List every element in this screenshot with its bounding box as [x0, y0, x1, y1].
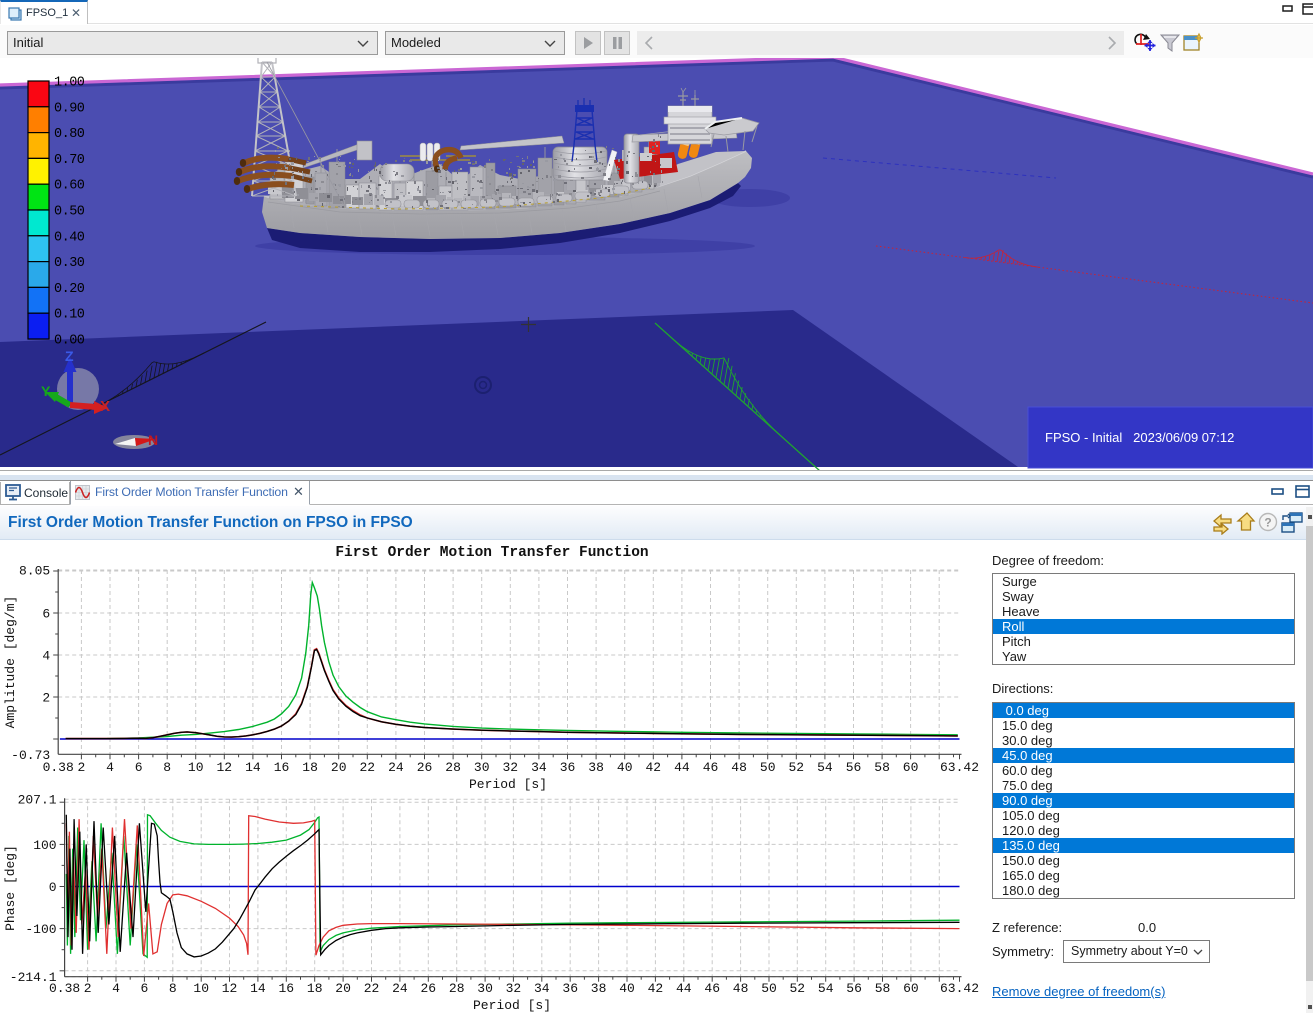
svg-text:0.80: 0.80	[54, 127, 85, 142]
svg-text:?: ?	[1264, 516, 1271, 530]
svg-text:0.40: 0.40	[54, 230, 85, 245]
svg-text:42: 42	[648, 981, 664, 996]
svg-text:2: 2	[42, 691, 50, 706]
svg-text:32: 32	[502, 760, 518, 775]
svg-text:36: 36	[560, 760, 576, 775]
svg-text:6: 6	[140, 981, 148, 996]
svg-text:24: 24	[392, 981, 408, 996]
svg-text:42: 42	[645, 760, 661, 775]
svg-text:0.38: 0.38	[49, 981, 80, 996]
svg-text:0.60: 0.60	[54, 179, 85, 194]
svg-text:60: 60	[903, 760, 919, 775]
svg-text:2: 2	[84, 981, 92, 996]
svg-text:52: 52	[789, 981, 805, 996]
svg-text:56: 56	[846, 760, 862, 775]
svg-text:Z: Z	[65, 348, 74, 364]
svg-text:FPSO - Initial 2023/06/09 07: FPSO - Initial 2023/06/09 07:12	[1045, 430, 1234, 445]
svg-text:38: 38	[588, 760, 604, 775]
svg-text:12: 12	[216, 760, 232, 775]
svg-text:44: 44	[676, 981, 692, 996]
svg-text:0: 0	[49, 880, 57, 895]
svg-text:12: 12	[222, 981, 238, 996]
svg-text:207.1: 207.1	[18, 793, 57, 808]
svg-text:26: 26	[417, 760, 433, 775]
svg-text:30: 30	[474, 760, 490, 775]
svg-text:58: 58	[874, 760, 890, 775]
svg-text:34: 34	[534, 981, 550, 996]
svg-text:Phase [deg]: Phase [deg]	[3, 845, 18, 931]
svg-text:Period [s]: Period [s]	[473, 998, 551, 1013]
svg-text:52: 52	[788, 760, 804, 775]
svg-text:36: 36	[562, 981, 578, 996]
svg-text:26: 26	[420, 981, 436, 996]
svg-text:8: 8	[169, 981, 177, 996]
svg-text:First Order Motion Transfer Fu: First Order Motion Transfer Function	[335, 545, 648, 561]
svg-text:48: 48	[733, 981, 749, 996]
svg-text:14: 14	[250, 981, 266, 996]
svg-text:18: 18	[307, 981, 323, 996]
svg-text:46: 46	[704, 981, 720, 996]
svg-text:10: 10	[193, 981, 209, 996]
svg-text:60: 60	[903, 981, 919, 996]
svg-text:Y: Y	[41, 383, 51, 399]
svg-text:8: 8	[163, 760, 171, 775]
svg-text:X: X	[100, 398, 110, 415]
svg-text:16: 16	[278, 981, 294, 996]
svg-text:0.90: 0.90	[54, 101, 85, 116]
svg-text:16: 16	[274, 760, 290, 775]
svg-text:0.10: 0.10	[54, 308, 85, 323]
svg-text:30: 30	[477, 981, 493, 996]
svg-text:46: 46	[703, 760, 719, 775]
svg-text:32: 32	[506, 981, 522, 996]
svg-text:44: 44	[674, 760, 690, 775]
svg-text:28: 28	[445, 760, 461, 775]
svg-text:N: N	[148, 432, 158, 448]
svg-text:Period [s]: Period [s]	[469, 777, 547, 792]
svg-text:63.42: 63.42	[940, 981, 979, 996]
svg-text:2: 2	[77, 760, 85, 775]
svg-text:6: 6	[135, 760, 143, 775]
svg-text:56: 56	[846, 981, 862, 996]
svg-text:28: 28	[449, 981, 465, 996]
svg-text:22: 22	[359, 760, 375, 775]
svg-text:0.50: 0.50	[54, 205, 85, 220]
svg-text:0.70: 0.70	[54, 153, 85, 168]
svg-text:38: 38	[591, 981, 607, 996]
svg-text:63.42: 63.42	[940, 760, 979, 775]
svg-text:54: 54	[817, 760, 833, 775]
svg-text:10: 10	[188, 760, 204, 775]
svg-text:4: 4	[42, 649, 50, 664]
svg-text:20: 20	[335, 981, 351, 996]
svg-text:18: 18	[302, 760, 318, 775]
svg-text:48: 48	[731, 760, 747, 775]
svg-text:Amplitude [deg/m]: Amplitude [deg/m]	[3, 596, 18, 729]
svg-text:0.20: 0.20	[54, 282, 85, 297]
svg-text:50: 50	[760, 760, 776, 775]
svg-text:20: 20	[331, 760, 347, 775]
svg-text:14: 14	[245, 760, 261, 775]
svg-text:58: 58	[875, 981, 891, 996]
svg-text:22: 22	[364, 981, 380, 996]
svg-text:40: 40	[617, 760, 633, 775]
svg-text:-100: -100	[25, 922, 56, 937]
svg-text:0.00: 0.00	[54, 334, 85, 349]
svg-text:24: 24	[388, 760, 404, 775]
svg-text:8.05: 8.05	[19, 564, 50, 579]
svg-text:4: 4	[112, 981, 120, 996]
svg-text:6: 6	[42, 607, 50, 622]
svg-text:1.00: 1.00	[54, 76, 85, 91]
svg-text:34: 34	[531, 760, 547, 775]
svg-text:50: 50	[761, 981, 777, 996]
svg-text:-0.73: -0.73	[11, 748, 50, 763]
svg-text:0.38: 0.38	[43, 760, 74, 775]
svg-text:-214.1: -214.1	[10, 970, 57, 985]
svg-text:100: 100	[33, 838, 56, 853]
svg-text:0.30: 0.30	[54, 256, 85, 271]
svg-text:40: 40	[619, 981, 635, 996]
svg-text:54: 54	[818, 981, 834, 996]
svg-text:4: 4	[106, 760, 114, 775]
